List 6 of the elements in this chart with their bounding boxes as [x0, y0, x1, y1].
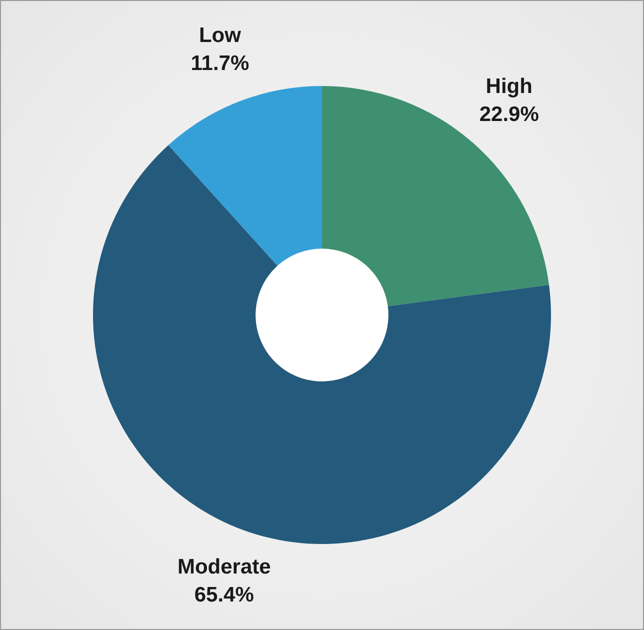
data-label: 65.4% [194, 583, 254, 606]
data-label: 11.7% [190, 52, 250, 75]
slice-label: Low [198, 24, 242, 47]
slice-label: High [486, 75, 532, 98]
slice-label: Moderate [177, 555, 271, 578]
data-label: 22.9% [479, 103, 540, 126]
